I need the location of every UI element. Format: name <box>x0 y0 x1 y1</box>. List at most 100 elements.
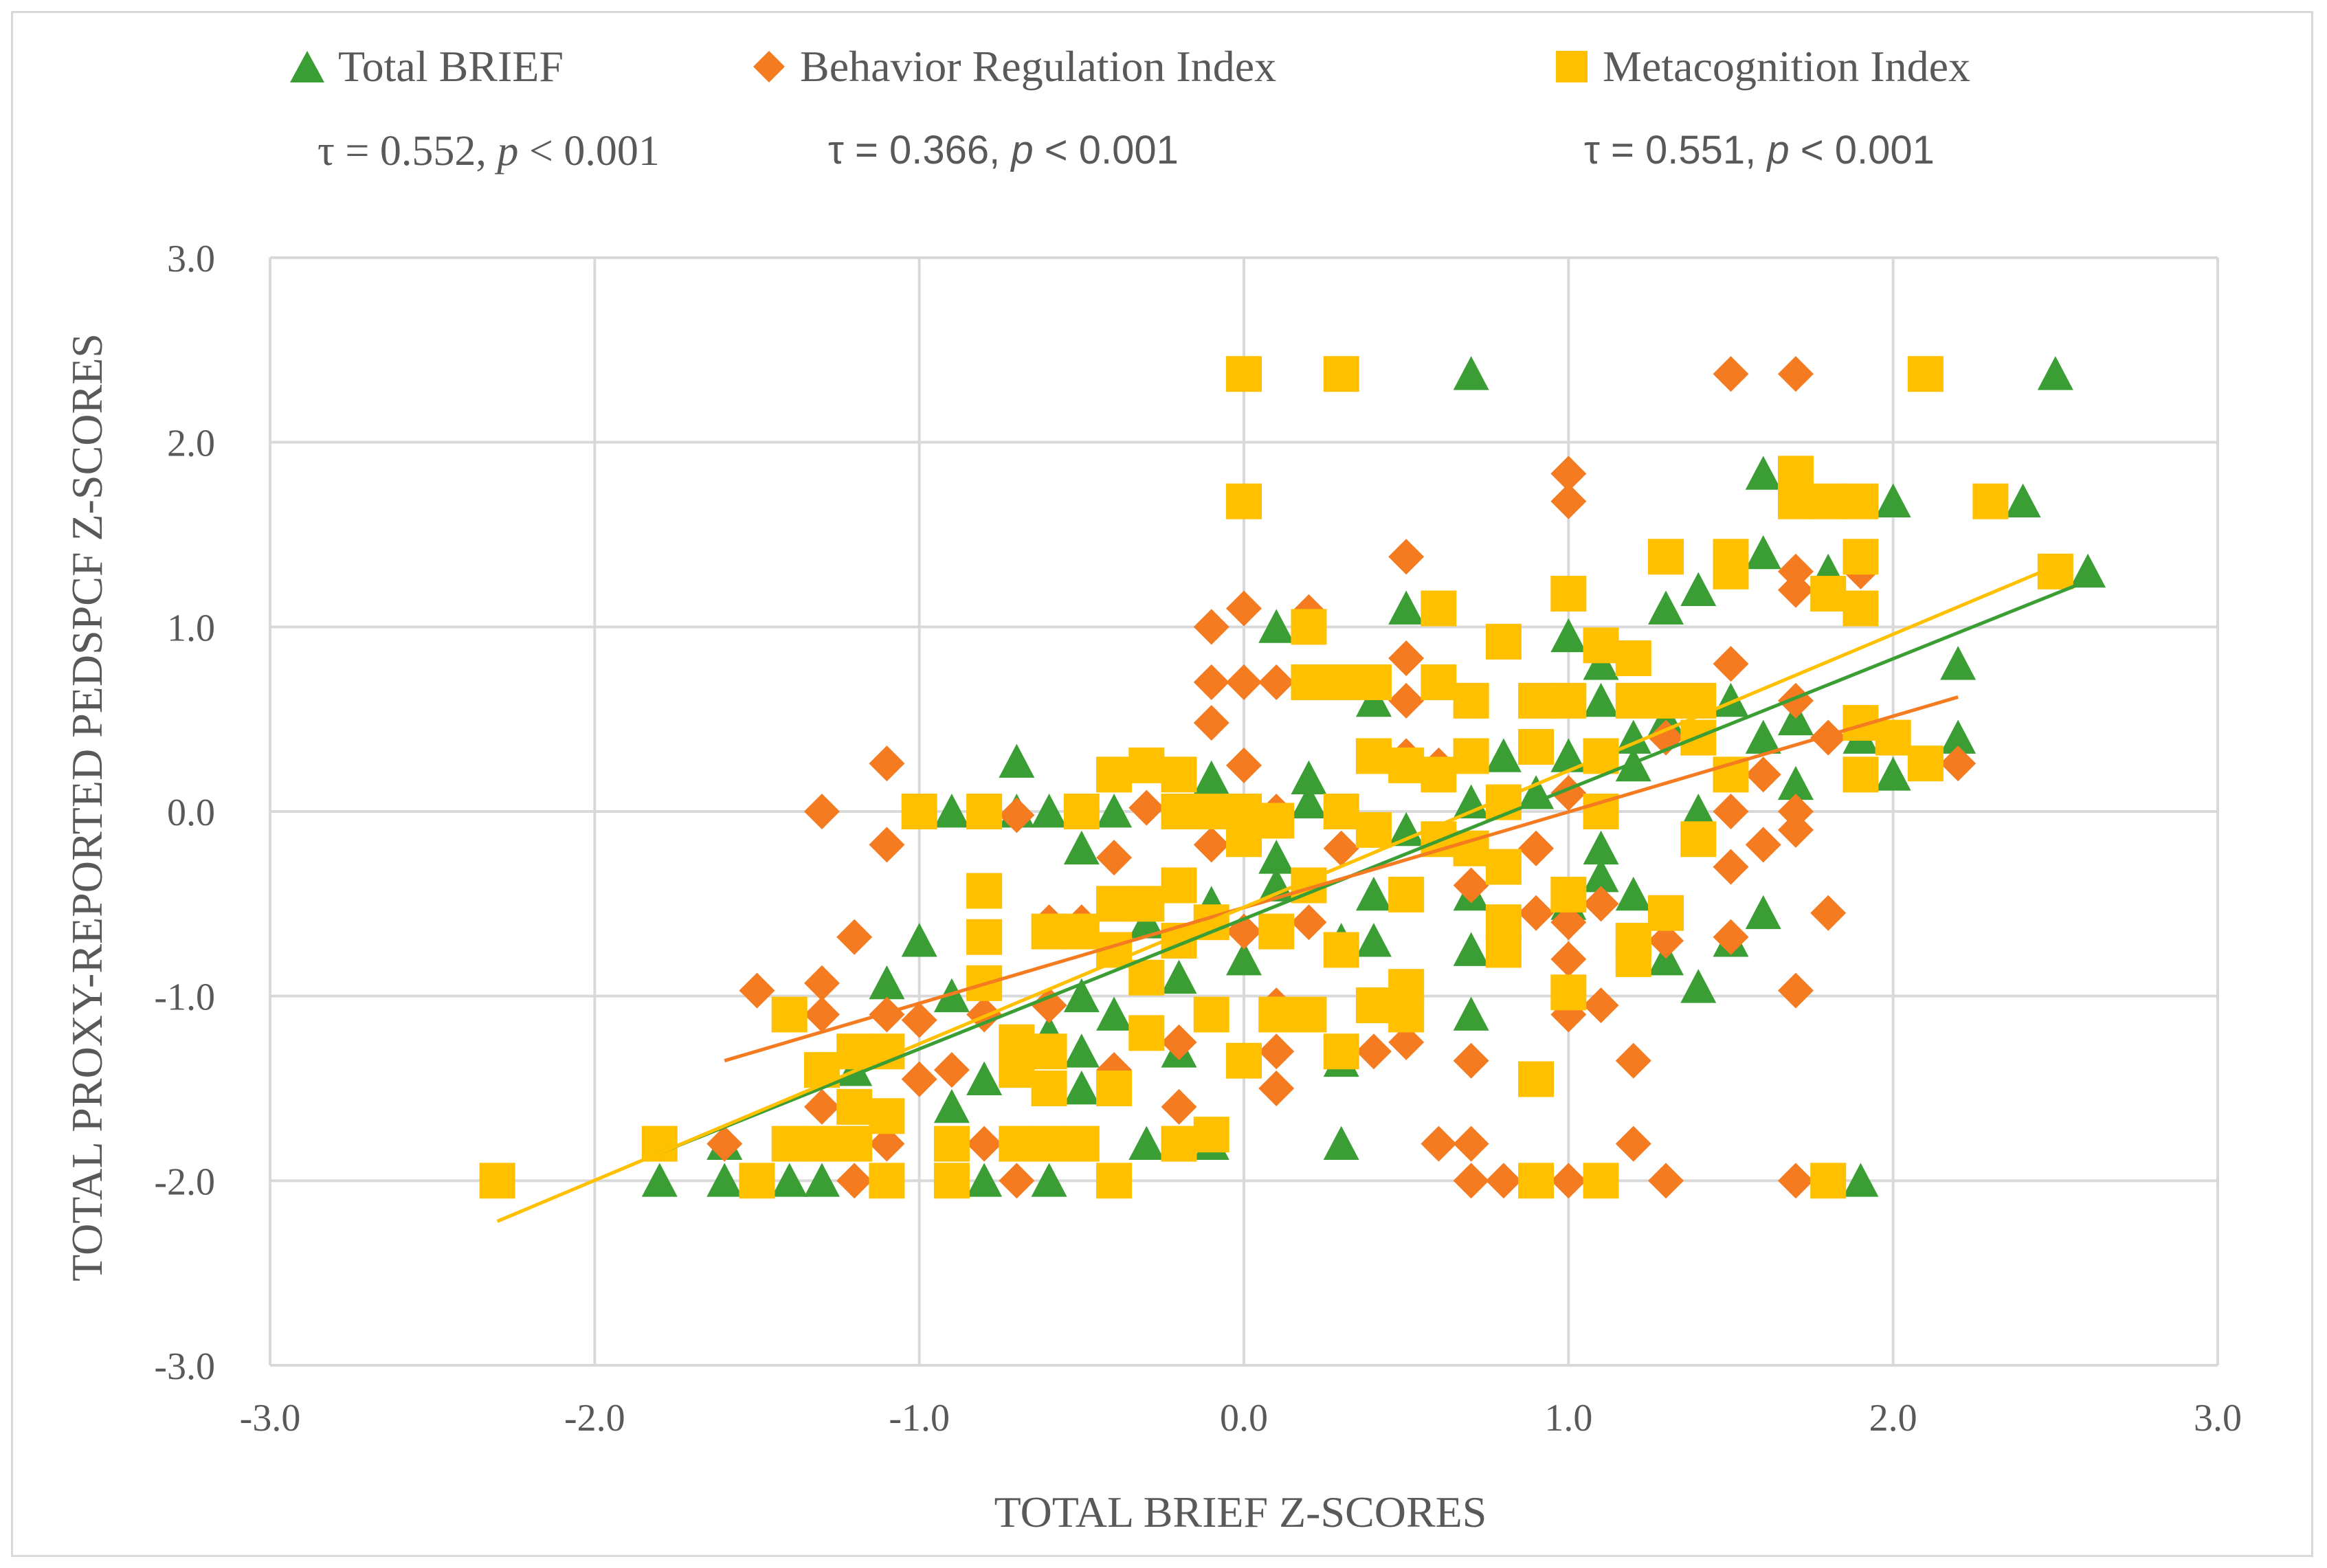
data-point-square <box>1550 876 1587 912</box>
data-point-square <box>1810 575 1847 612</box>
data-point-square <box>933 1163 970 1199</box>
data-point-triangle <box>1875 483 1911 518</box>
data-point-square <box>1518 682 1555 719</box>
data-point-diamond <box>901 1002 937 1038</box>
triangle-icon <box>290 51 324 82</box>
data-point-diamond <box>1518 830 1555 866</box>
data-point-diamond <box>869 1125 905 1162</box>
data-point-diamond <box>999 797 1035 833</box>
y-tick-label: -1.0 <box>154 976 215 1019</box>
data-point-square <box>479 1163 515 1199</box>
data-point-diamond <box>1777 572 1814 608</box>
data-point-diamond <box>1453 1042 1489 1079</box>
data-point-triangle <box>1258 867 1295 901</box>
data-point-diamond <box>1226 664 1262 700</box>
data-point-square <box>739 1163 775 1199</box>
data-point-square <box>1063 913 1100 950</box>
data-point-square <box>803 1125 840 1162</box>
data-point-triangle <box>2005 483 2041 518</box>
data-point-square <box>1550 974 1587 1011</box>
data-point-triangle <box>1745 535 1781 570</box>
data-point-square <box>1453 682 1489 719</box>
data-point-square <box>1518 728 1555 765</box>
data-point-diamond <box>1550 483 1587 519</box>
data-point-triangle <box>1550 738 1587 772</box>
data-point-triangle <box>1096 996 1133 1031</box>
data-point-diamond <box>1615 1125 1651 1162</box>
x-tick-label: -3.0 <box>240 1397 301 1440</box>
data-point-square <box>1485 849 1522 885</box>
legend-label-behavior-regulation: Behavior Regulation Index <box>800 42 1277 91</box>
data-point-square <box>1291 609 1327 645</box>
x-tick-label: 1.0 <box>1544 1397 1592 1440</box>
data-point-triangle <box>1258 840 1295 874</box>
data-point-diamond <box>1777 972 1814 1009</box>
data-point-triangle <box>1388 811 1425 847</box>
data-point-triangle <box>1583 858 1619 893</box>
data-point-square <box>1583 1163 1619 1199</box>
data-point-square <box>1096 757 1133 793</box>
data-point-triangle <box>1063 1033 1100 1068</box>
tick-labels: -3.0 -2.0 -1.0 0.0 1.0 2.0 3.0 3.0 2.0 1.0 0.0 -1.0… <box>154 238 2242 1440</box>
data-point-square <box>1810 483 1847 519</box>
data-point-triangle <box>1680 969 1717 1003</box>
data-point-diamond <box>1745 757 1781 793</box>
data-point-diamond <box>1161 1024 1197 1060</box>
data-point-diamond <box>1258 664 1295 700</box>
data-point-diamond <box>1713 646 1749 682</box>
data-point-square <box>1063 1125 1100 1162</box>
data-points <box>479 356 2106 1199</box>
data-point-square <box>1323 1033 1359 1070</box>
data-point-square <box>1421 757 1457 793</box>
data-point-triangle <box>1680 572 1717 606</box>
data-point-square <box>836 1125 873 1162</box>
data-point-diamond <box>1550 941 1587 977</box>
data-point-diamond <box>1713 849 1749 885</box>
legend: Total BRIEF Behavior Regulation Index Me… <box>0 41 2327 96</box>
data-point-square <box>1226 483 1262 519</box>
data-point-triangle <box>2070 553 2106 588</box>
data-point-square <box>1226 821 1262 858</box>
data-point-triangle <box>1031 794 1067 828</box>
data-point-triangle <box>706 1163 743 1197</box>
data-point-diamond <box>1453 1163 1489 1199</box>
y-tick-label: 0.0 <box>167 792 215 834</box>
data-point-square <box>771 996 808 1033</box>
data-point-square <box>1161 794 1197 829</box>
data-point-square <box>836 1033 873 1070</box>
data-point-square <box>1680 821 1717 858</box>
y-tick-label: -3.0 <box>154 1345 215 1388</box>
data-point-square <box>1128 1015 1165 1051</box>
data-point-diamond <box>836 1163 873 1199</box>
data-point-triangle <box>999 743 1035 778</box>
data-point-triangle <box>933 1088 970 1123</box>
y-tick-label: 2.0 <box>167 423 215 465</box>
data-point-square <box>1031 1125 1067 1162</box>
data-point-triangle <box>1485 738 1522 772</box>
data-point-diamond <box>1550 456 1587 492</box>
data-point-triangle <box>1453 784 1489 818</box>
data-point-triangle <box>1453 932 1489 966</box>
data-point-diamond <box>1745 827 1781 863</box>
data-point-diamond <box>1777 811 1814 848</box>
data-point-diamond <box>1777 794 1814 829</box>
data-point-diamond <box>1128 789 1165 826</box>
data-point-triangle <box>869 965 905 1000</box>
data-point-square <box>999 1052 1035 1088</box>
data-point-square <box>1161 1125 1197 1162</box>
data-point-triangle <box>1745 895 1781 930</box>
data-point-square <box>1842 590 1879 627</box>
data-point-triangle <box>1777 765 1814 800</box>
data-point-triangle <box>1355 876 1392 911</box>
data-point-square <box>836 1088 873 1125</box>
data-point-diamond <box>1453 1125 1489 1162</box>
y-axis-title: TOTAL PROXY-REPORTED PEDSPCF Z-SCORES <box>63 333 111 1281</box>
data-point-square <box>869 1163 905 1199</box>
data-point-diamond <box>1031 987 1067 1024</box>
data-point-triangle <box>1291 760 1327 795</box>
data-point-square <box>1193 794 1229 829</box>
data-point-square <box>1388 876 1425 912</box>
data-point-diamond <box>1485 1163 1522 1199</box>
x-tick-label: 0.0 <box>1220 1397 1268 1440</box>
